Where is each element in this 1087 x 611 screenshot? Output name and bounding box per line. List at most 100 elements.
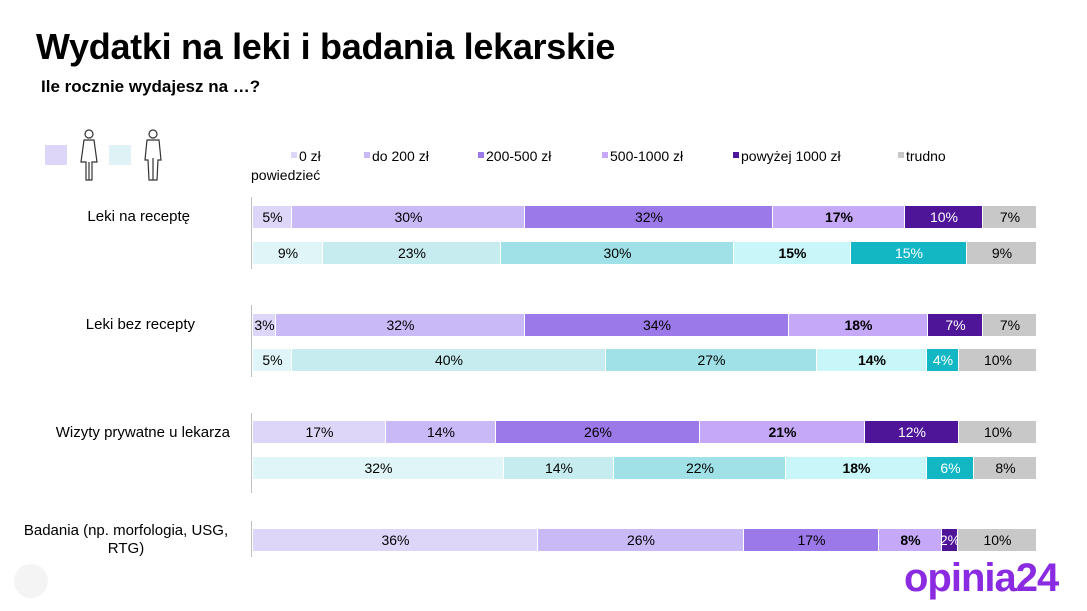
bar-segment-powyzej-1000-zl: 15%: [851, 242, 967, 264]
bar-segment-200-500-zl: 17%: [744, 529, 879, 551]
bar-segment-200-500-zl: 34%: [525, 314, 789, 336]
bar-row-leki-na-recepte-male: 9% 23% 30% 15% 15% 9%: [253, 242, 1037, 264]
data-label: 2%: [939, 532, 961, 548]
legend-label: trudno: [906, 148, 946, 164]
page-title: Wydatki na leki i badania lekarskie: [36, 26, 616, 67]
bar-segment-500-1000-zl: 15%: [734, 242, 851, 264]
bar-row-leki-na-recepte-female: 5% 30% 32% 17% 10% 7%: [253, 206, 1037, 228]
data-label: 10%: [983, 352, 1013, 368]
data-label: 32%: [386, 317, 415, 333]
bar-segment-powyzej-1000-zl: 4%: [927, 349, 959, 371]
bar-segment-do-200-zl: 14%: [504, 457, 614, 479]
category-label-leki-na-recepte: Leki na receptę: [87, 208, 190, 225]
legend-item-0: 0 zł: [291, 148, 321, 164]
bar-segment-powyzej-1000-zl: 12%: [865, 421, 959, 443]
data-label: 36%: [381, 532, 410, 548]
data-label: 9%: [991, 245, 1013, 261]
data-label: 32%: [634, 209, 664, 225]
data-label: 5%: [262, 352, 283, 368]
bar-segment-0-zl: 5%: [253, 349, 292, 371]
male-person-icon: [144, 129, 162, 181]
data-label: 8%: [995, 460, 1016, 476]
data-label: 9%: [277, 245, 299, 261]
female-person-icon: [80, 129, 98, 181]
data-label: 30%: [394, 209, 423, 225]
legend-item-3: 500-1000 zł: [602, 148, 683, 164]
bar-segment-500-1000-zl: 14%: [817, 349, 927, 371]
data-label: 40%: [434, 352, 464, 368]
data-label: 10%: [983, 424, 1013, 440]
legend-marker: [602, 152, 608, 158]
legend-marker: [478, 152, 484, 158]
female-legend-swatch: [45, 145, 67, 165]
bar-segment-500-1000-zl: 18%: [789, 314, 928, 336]
bar-segment-0-zl: 9%: [253, 242, 323, 264]
bar-segment-trudno-powiedziec: 10%: [959, 421, 1037, 443]
data-label: 32%: [364, 460, 393, 476]
bar-segment-0-zl: 17%: [253, 421, 386, 443]
bar-segment-0-zl: 32%: [253, 457, 504, 479]
data-label: 18%: [844, 317, 873, 333]
bar-segment-trudno-powiedziec: 9%: [967, 242, 1037, 264]
bar-segment-200-500-zl: 26%: [496, 421, 700, 443]
legend-label: 0 zł: [299, 148, 321, 164]
bar-segment-200-500-zl: 22%: [614, 457, 786, 479]
legend-label: 200-500 zł: [486, 148, 552, 164]
data-label: 15%: [778, 245, 807, 261]
data-label: 17%: [797, 532, 826, 548]
bar-segment-0-zl: 3%: [253, 314, 276, 336]
bar-segment-trudno-powiedziec: 10%: [959, 349, 1037, 371]
bar-segment-trudno-powiedziec: 8%: [974, 457, 1037, 479]
data-label: 17%: [824, 209, 854, 225]
axis-line: [251, 413, 252, 493]
legend-marker: [733, 152, 739, 158]
bar-segment-0-zl: 36%: [253, 529, 538, 551]
bar-segment-powyzej-1000-zl: 10%: [905, 206, 983, 228]
axis-line: [251, 197, 252, 269]
legend-item-2: 200-500 zł: [478, 148, 551, 164]
legend-marker: [364, 152, 370, 158]
corner-decoration: [14, 564, 48, 598]
bar-segment-200-500-zl: 32%: [525, 206, 773, 228]
data-label: 5%: [262, 209, 283, 225]
data-label: 14%: [544, 460, 574, 476]
bar-segment-powyzej-1000-zl: 2%: [939, 529, 961, 551]
data-label: 34%: [642, 317, 672, 333]
bar-row-wizyty-prywatne-female: 17% 14% 26% 21% 12% 10%: [253, 421, 1037, 443]
bar-segment-trudno-powiedziec: 7%: [983, 206, 1037, 228]
legend-label-continuation: powiedzieć: [251, 167, 321, 183]
bar-segment-do-200-zl: 32%: [276, 314, 525, 336]
bar-segment-trudno-powiedziec: 7%: [983, 314, 1037, 336]
category-label-wizyty-prywatne: Wizyty prywatne u lekarza: [55, 424, 230, 441]
category-label-leki-bez-recepty: Leki bez recepty: [85, 316, 195, 333]
data-label: 6%: [940, 460, 961, 476]
legend-label: do 200 zł: [372, 148, 429, 164]
data-label: 7%: [945, 317, 966, 333]
data-label: 26%: [626, 532, 656, 548]
data-label: 21%: [768, 424, 797, 440]
male-legend-swatch: [109, 145, 131, 165]
data-label: 17%: [305, 424, 334, 440]
bar-segment-trudno-powiedziec: 10%: [958, 529, 1037, 551]
bar-segment-do-200-zl: 30%: [292, 206, 525, 228]
bar-segment-powyzej-1000-zl: 7%: [928, 314, 983, 336]
bar-segment-500-1000-zl: 21%: [700, 421, 865, 443]
data-label: 12%: [897, 424, 927, 440]
legend-item-1: do 200 zł: [364, 148, 429, 164]
axis-line: [251, 305, 252, 377]
data-label: 10%: [929, 209, 959, 225]
data-label: 30%: [603, 245, 632, 261]
bar-segment-500-1000-zl: 17%: [773, 206, 905, 228]
legend-item-5: trudno: [898, 148, 946, 164]
bar-segment-500-1000-zl: 18%: [786, 457, 927, 479]
data-label: 18%: [842, 460, 871, 476]
bar-segment-do-200-zl: 23%: [323, 242, 501, 264]
legend-marker: [898, 152, 904, 158]
data-label: 10%: [983, 532, 1012, 548]
bar-segment-0-zl: 5%: [253, 206, 292, 228]
legend-item-4: powyżej 1000 zł: [733, 148, 841, 164]
axis-line: [251, 521, 252, 557]
page-subtitle: Ile rocznie wydajesz na …?: [41, 77, 261, 96]
bar-segment-do-200-zl: 14%: [386, 421, 496, 443]
data-label: 27%: [697, 352, 726, 368]
